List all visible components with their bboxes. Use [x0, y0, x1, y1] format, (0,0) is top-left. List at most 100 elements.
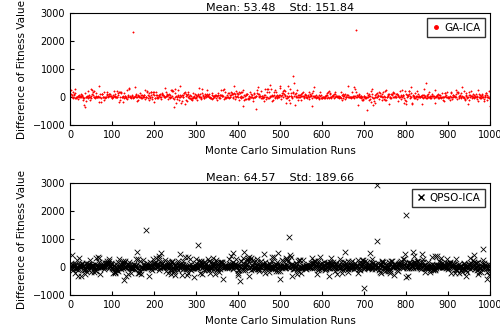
- Point: [66, 94, 74, 99]
- Point: [201, 92, 209, 97]
- Point: [94, 94, 102, 100]
- Point: [432, 266, 440, 271]
- Point: [364, 91, 372, 97]
- Point: [136, 90, 143, 96]
- Point: [388, 258, 396, 264]
- Point: [382, 265, 390, 271]
- Point: [314, 95, 322, 100]
- Point: [90, 265, 98, 270]
- Point: [476, 265, 484, 271]
- Point: [369, 102, 377, 108]
- Point: [203, 263, 211, 268]
- Point: [93, 94, 101, 99]
- Point: [120, 90, 128, 95]
- Point: [200, 95, 207, 100]
- Point: [285, 234, 293, 239]
- Point: [354, 93, 362, 98]
- Point: [170, 270, 178, 275]
- Point: [330, 91, 338, 97]
- Point: [414, 262, 422, 268]
- Point: [415, 94, 423, 100]
- Point: [225, 95, 233, 100]
- Point: [272, 87, 280, 93]
- Point: [370, 93, 378, 98]
- Point: [198, 90, 206, 96]
- Title: Mean: 53.48    Std: 151.84: Mean: 53.48 Std: 151.84: [206, 3, 354, 13]
- Point: [370, 262, 378, 267]
- Point: [362, 263, 370, 268]
- Point: [362, 95, 370, 100]
- Point: [258, 261, 266, 267]
- Point: [449, 263, 457, 268]
- Point: [393, 264, 401, 270]
- Point: [100, 266, 108, 272]
- Point: [465, 93, 473, 98]
- Point: [360, 267, 368, 272]
- Point: [483, 94, 491, 100]
- Point: [70, 261, 78, 267]
- Point: [83, 263, 91, 269]
- Point: [194, 97, 202, 102]
- Point: [336, 94, 344, 99]
- Point: [430, 265, 438, 270]
- Point: [332, 269, 340, 274]
- Point: [281, 94, 289, 99]
- Point: [302, 263, 310, 268]
- Point: [452, 256, 460, 262]
- Point: [200, 263, 207, 268]
- Point: [325, 265, 333, 271]
- Point: [424, 91, 432, 97]
- Point: [458, 263, 466, 269]
- Point: [432, 254, 440, 259]
- Point: [404, 264, 411, 269]
- Point: [322, 260, 330, 266]
- Point: [442, 263, 450, 268]
- Point: [354, 271, 362, 276]
- Point: [88, 91, 96, 96]
- Point: [114, 263, 122, 268]
- Point: [182, 91, 190, 96]
- Point: [468, 93, 476, 98]
- Point: [280, 265, 288, 270]
- Point: [318, 95, 326, 100]
- Point: [318, 265, 326, 270]
- Point: [154, 253, 162, 259]
- Point: [120, 263, 128, 268]
- Point: [478, 93, 486, 98]
- Point: [186, 97, 194, 102]
- Point: [130, 261, 138, 267]
- Point: [81, 91, 89, 96]
- Point: [351, 94, 359, 99]
- Point: [134, 92, 142, 98]
- Point: [313, 272, 321, 277]
- Point: [438, 95, 446, 100]
- Point: [156, 94, 164, 100]
- Point: [224, 263, 232, 269]
- Point: [235, 89, 243, 94]
- Point: [315, 264, 323, 270]
- Point: [396, 93, 404, 98]
- Point: [459, 265, 467, 270]
- Point: [263, 265, 271, 270]
- Point: [486, 103, 494, 108]
- Point: [70, 90, 78, 95]
- Point: [400, 265, 407, 270]
- Point: [181, 254, 189, 259]
- Point: [204, 264, 212, 269]
- Point: [75, 255, 83, 261]
- Point: [182, 265, 190, 270]
- Point: [304, 264, 312, 269]
- Point: [368, 86, 376, 92]
- Point: [388, 90, 396, 95]
- Point: [72, 95, 80, 100]
- Point: [254, 84, 262, 89]
- Point: [323, 261, 331, 267]
- Point: [424, 89, 432, 94]
- Point: [162, 269, 170, 274]
- Point: [358, 96, 366, 101]
- Point: [396, 263, 404, 269]
- Point: [191, 265, 199, 270]
- Point: [269, 264, 277, 270]
- Point: [444, 95, 452, 100]
- Point: [186, 265, 194, 270]
